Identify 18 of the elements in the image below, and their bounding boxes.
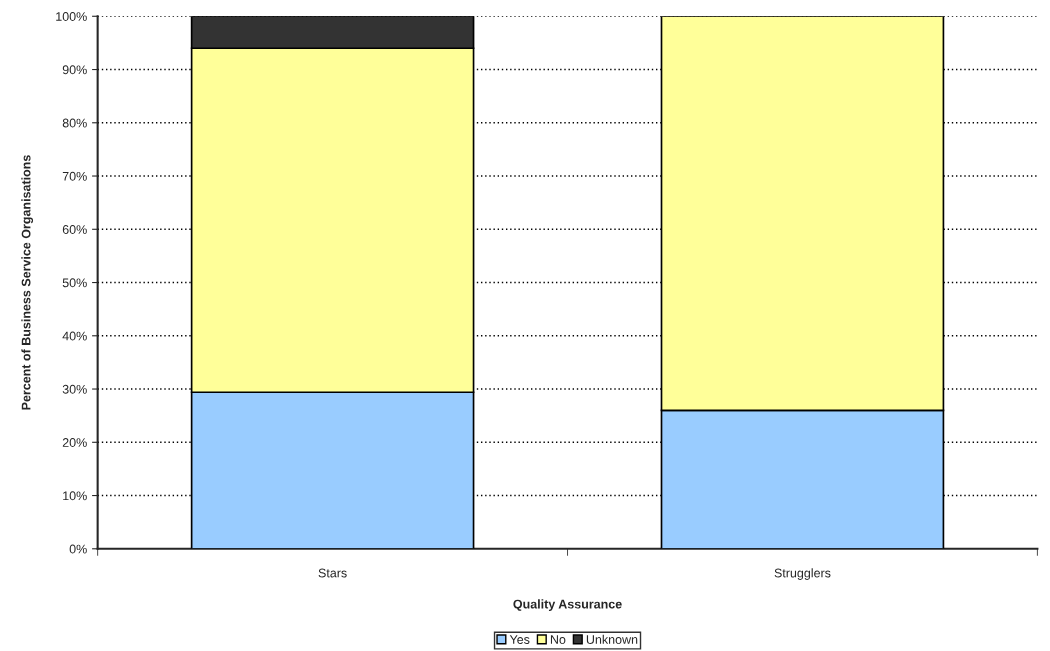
y-tick-label: 50%: [62, 278, 87, 288]
legend-label: No: [550, 635, 566, 644]
y-tick-label: 40%: [62, 331, 87, 341]
y-tick-label: 90%: [62, 65, 87, 75]
y-tick-label: 70%: [62, 171, 87, 181]
y-tick-label: 80%: [62, 118, 87, 128]
legend-label: Unknown: [586, 634, 638, 644]
y-tick-label: 30%: [62, 384, 87, 394]
y-axis-title: Percent of Business Service Organisations: [21, 155, 34, 410]
x-tick-label: Strugglers: [774, 568, 831, 580]
legend-label: Yes: [509, 635, 530, 644]
y-tick-label: 60%: [62, 225, 87, 234]
y-tick-label: 10%: [63, 491, 87, 501]
y-tick-label: 0%: [69, 544, 87, 554]
x-axis-title: Quality Assurance: [513, 599, 622, 611]
y-tick-label: 20%: [62, 438, 87, 447]
y-tick-label: 100%: [56, 12, 87, 21]
x-tick-label: Stars: [318, 568, 347, 578]
